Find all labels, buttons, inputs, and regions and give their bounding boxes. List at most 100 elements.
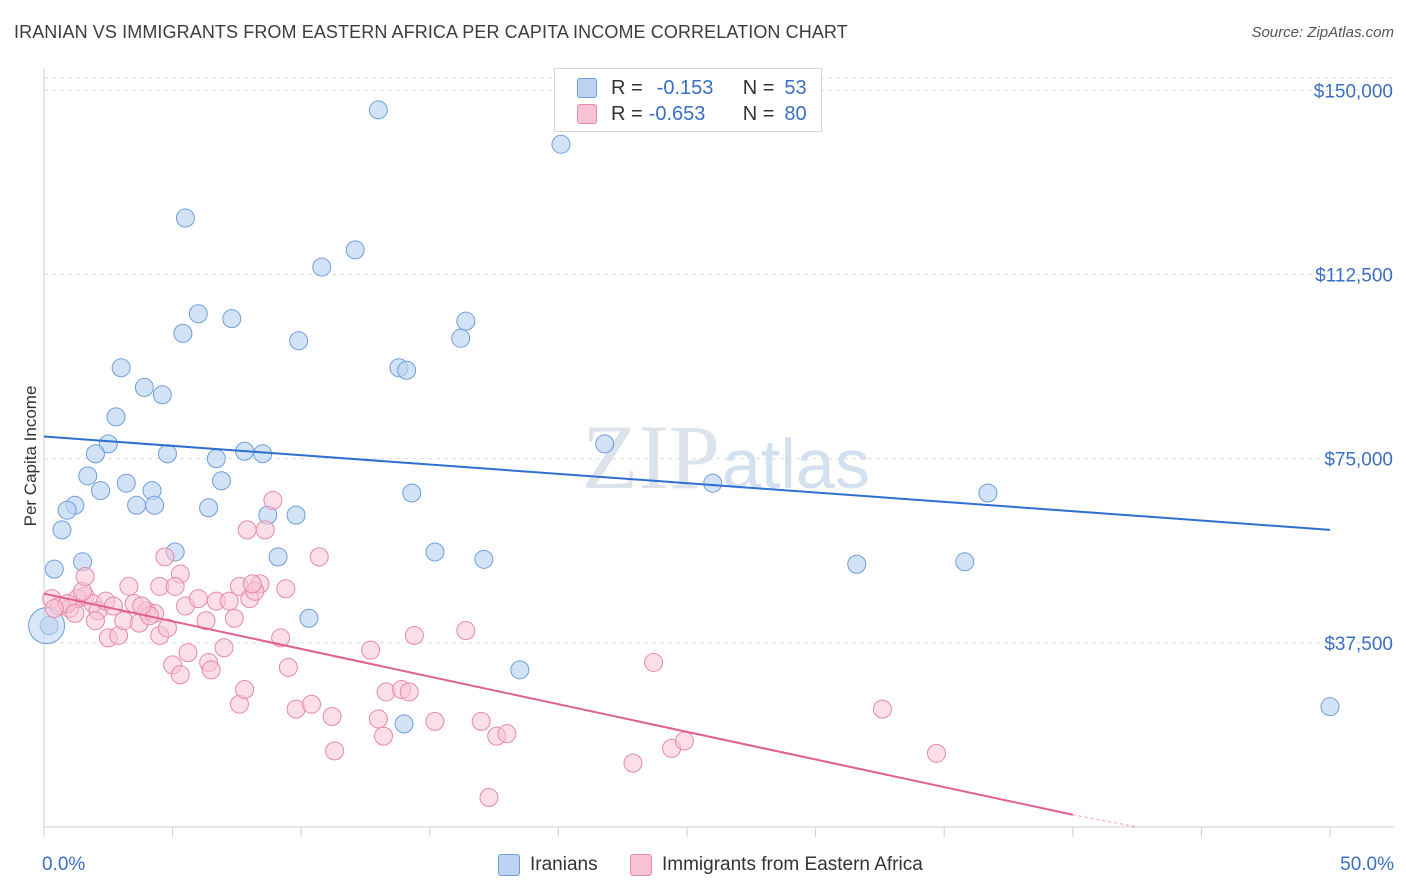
point-eastern-africa — [325, 741, 345, 761]
correlation-legend: R = -0.153 N = 53 R = -0.653 N = 80 — [554, 68, 822, 132]
point-iranians — [98, 434, 118, 454]
point-iranians — [703, 473, 723, 493]
point-eastern-africa — [196, 611, 216, 631]
point-eastern-africa — [322, 706, 342, 726]
point-iranians — [85, 444, 105, 464]
axes — [43, 68, 1394, 837]
point-iranians — [157, 444, 177, 464]
legend-row-iranians: R = -0.153 N = 53 — [577, 75, 807, 101]
point-iranians — [595, 434, 615, 454]
point-iranians — [127, 495, 147, 515]
point-eastern-africa — [278, 657, 298, 677]
y-tick-label: $37,500 — [1324, 634, 1393, 655]
watermark-zip: ZIP — [582, 406, 720, 508]
point-eastern-africa — [674, 731, 694, 751]
point-iranians — [152, 385, 172, 405]
point-iranians — [955, 552, 975, 572]
grid-lines — [44, 77, 1394, 644]
legend-n-value: 80 — [784, 102, 807, 125]
point-iranians — [44, 559, 64, 579]
legend-r-value: -0.653 — [648, 102, 706, 125]
trend-line-eastern-africa-extension — [1072, 814, 1138, 828]
legend-r-label: R = — [611, 102, 643, 125]
point-iranians — [345, 240, 365, 260]
point-iranians — [1320, 697, 1340, 717]
point-eastern-africa — [170, 665, 190, 685]
point-eastern-africa — [471, 711, 491, 731]
bottom-legend-label-eastern-africa: Immigrants from Eastern Africa — [662, 854, 923, 875]
point-eastern-africa — [309, 547, 329, 567]
trend-lines — [43, 435, 1331, 828]
point-eastern-africa — [75, 567, 95, 587]
y-tick-label: $150,000 — [1314, 81, 1393, 102]
point-eastern-africa — [214, 638, 234, 658]
point-eastern-africa — [479, 788, 499, 808]
bottom-legend-eastern-africa: Immigrants from Eastern Africa — [630, 852, 923, 878]
point-iranians — [116, 473, 136, 493]
point-iranians — [211, 471, 231, 491]
point-eastern-africa — [872, 699, 892, 719]
point-eastern-africa — [497, 724, 517, 744]
point-iranians — [397, 360, 417, 380]
point-iranians — [425, 542, 445, 562]
point-iranians — [91, 481, 111, 501]
point-eastern-africa — [425, 711, 445, 731]
y-tick-label: $112,500 — [1315, 265, 1393, 286]
bottom-swatch-iranians — [498, 854, 520, 876]
point-iranians — [268, 547, 288, 567]
point-iranians — [175, 208, 195, 228]
point-iranians — [52, 520, 72, 540]
legend-swatch-iranians — [577, 78, 597, 98]
point-eastern-africa — [368, 709, 388, 729]
bottom-legend-iranians: Iranians — [498, 852, 598, 878]
point-iranians — [456, 311, 476, 331]
point-iranians — [199, 498, 219, 518]
legend-swatch-eastern-africa — [577, 104, 597, 124]
point-iranians — [312, 257, 332, 277]
point-eastern-africa — [301, 694, 321, 714]
point-eastern-africa — [374, 726, 394, 746]
point-iranians — [402, 483, 422, 503]
point-eastern-africa — [623, 753, 643, 773]
point-iranians — [474, 549, 494, 569]
series-eastern-africa-points — [42, 490, 946, 808]
point-eastern-africa — [456, 621, 476, 641]
point-eastern-africa — [644, 652, 664, 672]
point-iranians — [510, 660, 530, 680]
bottom-legend-label-iranians: Iranians — [530, 854, 598, 875]
point-eastern-africa — [235, 679, 255, 699]
point-iranians — [145, 495, 165, 515]
chart-title: IRANIAN VS IMMIGRANTS FROM EASTERN AFRIC… — [14, 22, 848, 42]
point-iranians — [299, 608, 319, 628]
point-eastern-africa — [165, 576, 185, 596]
y-tick-label: $75,000 — [1324, 450, 1393, 471]
point-iranians — [173, 323, 193, 343]
point-iranians — [106, 407, 126, 427]
point-eastern-africa — [188, 589, 208, 609]
point-iranians — [206, 449, 226, 469]
point-eastern-africa — [178, 643, 198, 663]
point-iranians — [286, 505, 306, 525]
trend-line-eastern-africa — [43, 592, 1074, 816]
point-eastern-africa — [224, 608, 244, 628]
point-eastern-africa — [219, 591, 239, 611]
point-eastern-africa — [271, 628, 291, 648]
point-eastern-africa — [276, 579, 296, 599]
point-eastern-africa — [155, 547, 175, 567]
point-iranians — [368, 100, 388, 120]
point-iranians — [78, 466, 98, 486]
point-eastern-africa — [361, 640, 381, 660]
watermark-atlas: atlas — [722, 425, 870, 503]
legend-n-label: N = — [742, 76, 775, 99]
point-iranians — [394, 714, 414, 734]
point-iranians — [451, 328, 471, 348]
point-iranians — [978, 483, 998, 503]
point-eastern-africa — [157, 618, 177, 638]
y-axis-title: Per Capita Income — [21, 386, 40, 527]
point-iranians — [551, 134, 571, 154]
point-eastern-africa — [926, 743, 946, 763]
point-iranians — [847, 554, 867, 574]
point-eastern-africa — [255, 520, 275, 540]
series-iranians-points — [28, 100, 1340, 734]
